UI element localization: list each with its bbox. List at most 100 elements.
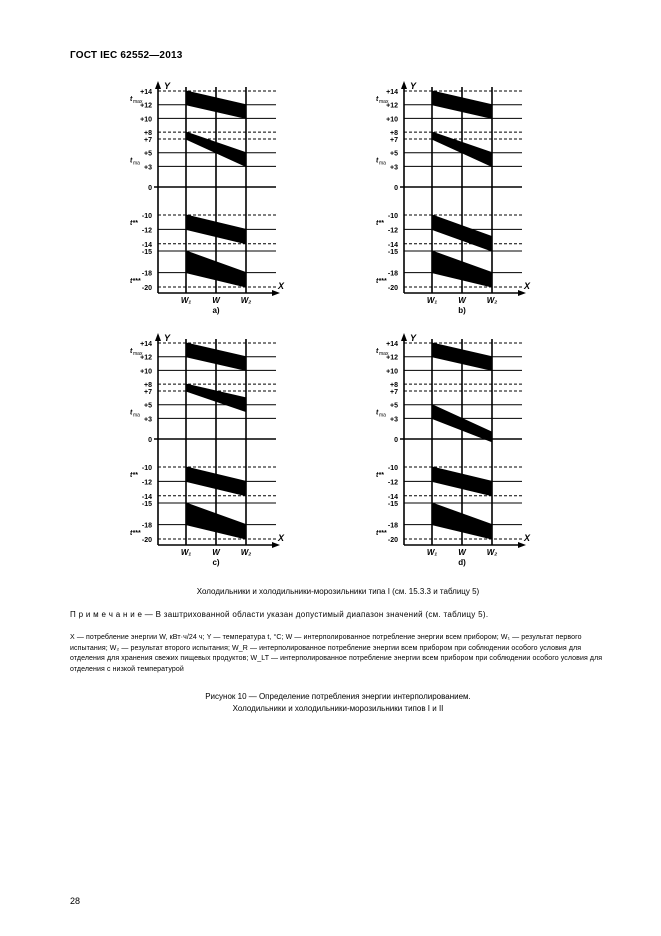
subplot-b: +14+12+10+8+7+5+30-10-12-14-15-18-20tmax… xyxy=(356,81,556,321)
svg-text:-10: -10 xyxy=(388,465,398,472)
figure-title-2: Холодильники и холодильники-морозильники… xyxy=(233,704,444,713)
svg-text:+3: +3 xyxy=(144,164,152,171)
svg-text:t**: t** xyxy=(130,472,138,479)
svg-text:W₁: W₁ xyxy=(181,548,192,557)
svg-text:-18: -18 xyxy=(388,271,398,278)
svg-text:max: max xyxy=(379,351,389,357)
svg-text:-18: -18 xyxy=(142,523,152,530)
svg-text:+7: +7 xyxy=(144,137,152,144)
chart-svg: +14+12+10+8+7+5+30-10-12-14-15-18-20tmax… xyxy=(110,81,310,321)
svg-text:X: X xyxy=(523,281,531,291)
svg-text:W: W xyxy=(212,548,221,557)
svg-text:max: max xyxy=(133,351,143,357)
svg-text:-12: -12 xyxy=(142,227,152,234)
chart-svg: +14+12+10+8+7+5+30-10-12-14-15-18-20tmax… xyxy=(110,333,310,573)
caption-line-1: Холодильники и холодильники-морозильники… xyxy=(70,587,606,596)
svg-text:max: max xyxy=(133,99,143,105)
svg-text:Y: Y xyxy=(164,81,171,91)
subplot-c: +14+12+10+8+7+5+30-10-12-14-15-18-20tmax… xyxy=(110,333,310,573)
svg-text:+5: +5 xyxy=(144,151,152,158)
svg-text:+7: +7 xyxy=(144,389,152,396)
svg-text:0: 0 xyxy=(394,185,398,192)
svg-text:-14: -14 xyxy=(142,494,152,501)
svg-text:+3: +3 xyxy=(144,416,152,423)
svg-text:W: W xyxy=(458,548,467,557)
svg-text:t***: t*** xyxy=(130,278,141,285)
svg-text:-18: -18 xyxy=(388,523,398,530)
svg-text:X: X xyxy=(523,533,531,543)
svg-text:t**: t** xyxy=(376,472,384,479)
svg-text:-12: -12 xyxy=(388,479,398,486)
svg-text:-20: -20 xyxy=(388,285,398,292)
svg-text:W: W xyxy=(212,296,221,305)
svg-text:-20: -20 xyxy=(142,537,152,544)
svg-text:+14: +14 xyxy=(386,89,398,96)
svg-text:t**: t** xyxy=(376,220,384,227)
svg-text:W₁: W₁ xyxy=(181,296,192,305)
svg-text:b): b) xyxy=(458,306,466,315)
svg-text:-15: -15 xyxy=(388,249,398,256)
page: ГОСТ IEC 62552—2013 +14+12+10+8+7+5+30-1… xyxy=(0,0,661,936)
svg-text:-14: -14 xyxy=(388,242,398,249)
svg-text:-15: -15 xyxy=(142,249,152,256)
svg-text:W₁: W₁ xyxy=(427,296,438,305)
figure-title-1: Рисунок 10 — Определение потребления эне… xyxy=(205,692,471,701)
svg-text:+14: +14 xyxy=(140,89,152,96)
svg-text:-12: -12 xyxy=(142,479,152,486)
svg-text:+5: +5 xyxy=(390,151,398,158)
svg-text:max: max xyxy=(379,99,389,105)
svg-text:-12: -12 xyxy=(388,227,398,234)
svg-text:t***: t*** xyxy=(376,278,387,285)
svg-text:+5: +5 xyxy=(390,403,398,410)
svg-text:+10: +10 xyxy=(386,116,398,123)
chart-svg: +14+12+10+8+7+5+30-10-12-14-15-18-20tmax… xyxy=(356,333,556,573)
svg-text:c): c) xyxy=(212,558,219,567)
svg-text:ma: ma xyxy=(379,413,386,419)
svg-text:+5: +5 xyxy=(144,403,152,410)
chart-row-2: +14+12+10+8+7+5+30-10-12-14-15-18-20tmax… xyxy=(110,333,606,573)
svg-text:-10: -10 xyxy=(142,465,152,472)
chart-svg: +14+12+10+8+7+5+30-10-12-14-15-18-20tmax… xyxy=(356,81,556,321)
figure-area: +14+12+10+8+7+5+30-10-12-14-15-18-20tmax… xyxy=(110,81,606,573)
svg-text:-20: -20 xyxy=(388,537,398,544)
svg-text:ma: ma xyxy=(133,161,140,167)
svg-text:W₂: W₂ xyxy=(487,296,498,305)
svg-text:0: 0 xyxy=(148,437,152,444)
svg-text:+10: +10 xyxy=(386,368,398,375)
svg-text:-18: -18 xyxy=(142,271,152,278)
svg-text:-14: -14 xyxy=(388,494,398,501)
svg-text:Y: Y xyxy=(164,333,171,343)
svg-text:+7: +7 xyxy=(390,389,398,396)
svg-text:-20: -20 xyxy=(142,285,152,292)
svg-text:W₂: W₂ xyxy=(487,548,498,557)
chart-row-1: +14+12+10+8+7+5+30-10-12-14-15-18-20tmax… xyxy=(110,81,606,321)
svg-text:-10: -10 xyxy=(388,213,398,220)
svg-text:X: X xyxy=(277,533,285,543)
svg-text:+3: +3 xyxy=(390,416,398,423)
svg-text:Y: Y xyxy=(410,81,417,91)
svg-text:+3: +3 xyxy=(390,164,398,171)
svg-text:W₁: W₁ xyxy=(427,548,438,557)
svg-text:t**: t** xyxy=(130,220,138,227)
svg-text:+7: +7 xyxy=(390,137,398,144)
subplot-d: +14+12+10+8+7+5+30-10-12-14-15-18-20tmax… xyxy=(356,333,556,573)
svg-text:ma: ma xyxy=(379,161,386,167)
svg-text:0: 0 xyxy=(394,437,398,444)
caption-note: П р и м е ч а н и е — В заштрихованной о… xyxy=(70,610,606,619)
caption-legend: X — потребление энергии W, кВт·ч/24 ч; Y… xyxy=(70,633,606,675)
svg-text:+14: +14 xyxy=(386,341,398,348)
subplot-a: +14+12+10+8+7+5+30-10-12-14-15-18-20tmax… xyxy=(110,81,310,321)
svg-text:-15: -15 xyxy=(388,501,398,508)
svg-text:W₂: W₂ xyxy=(241,296,252,305)
svg-text:+14: +14 xyxy=(140,341,152,348)
svg-text:a): a) xyxy=(212,306,219,315)
svg-text:Y: Y xyxy=(410,333,417,343)
svg-text:t***: t*** xyxy=(376,530,387,537)
page-number: 28 xyxy=(70,896,80,906)
svg-text:0: 0 xyxy=(148,185,152,192)
svg-text:W: W xyxy=(458,296,467,305)
svg-text:-15: -15 xyxy=(142,501,152,508)
svg-text:-14: -14 xyxy=(142,242,152,249)
svg-text:W₂: W₂ xyxy=(241,548,252,557)
svg-text:d): d) xyxy=(458,558,466,567)
